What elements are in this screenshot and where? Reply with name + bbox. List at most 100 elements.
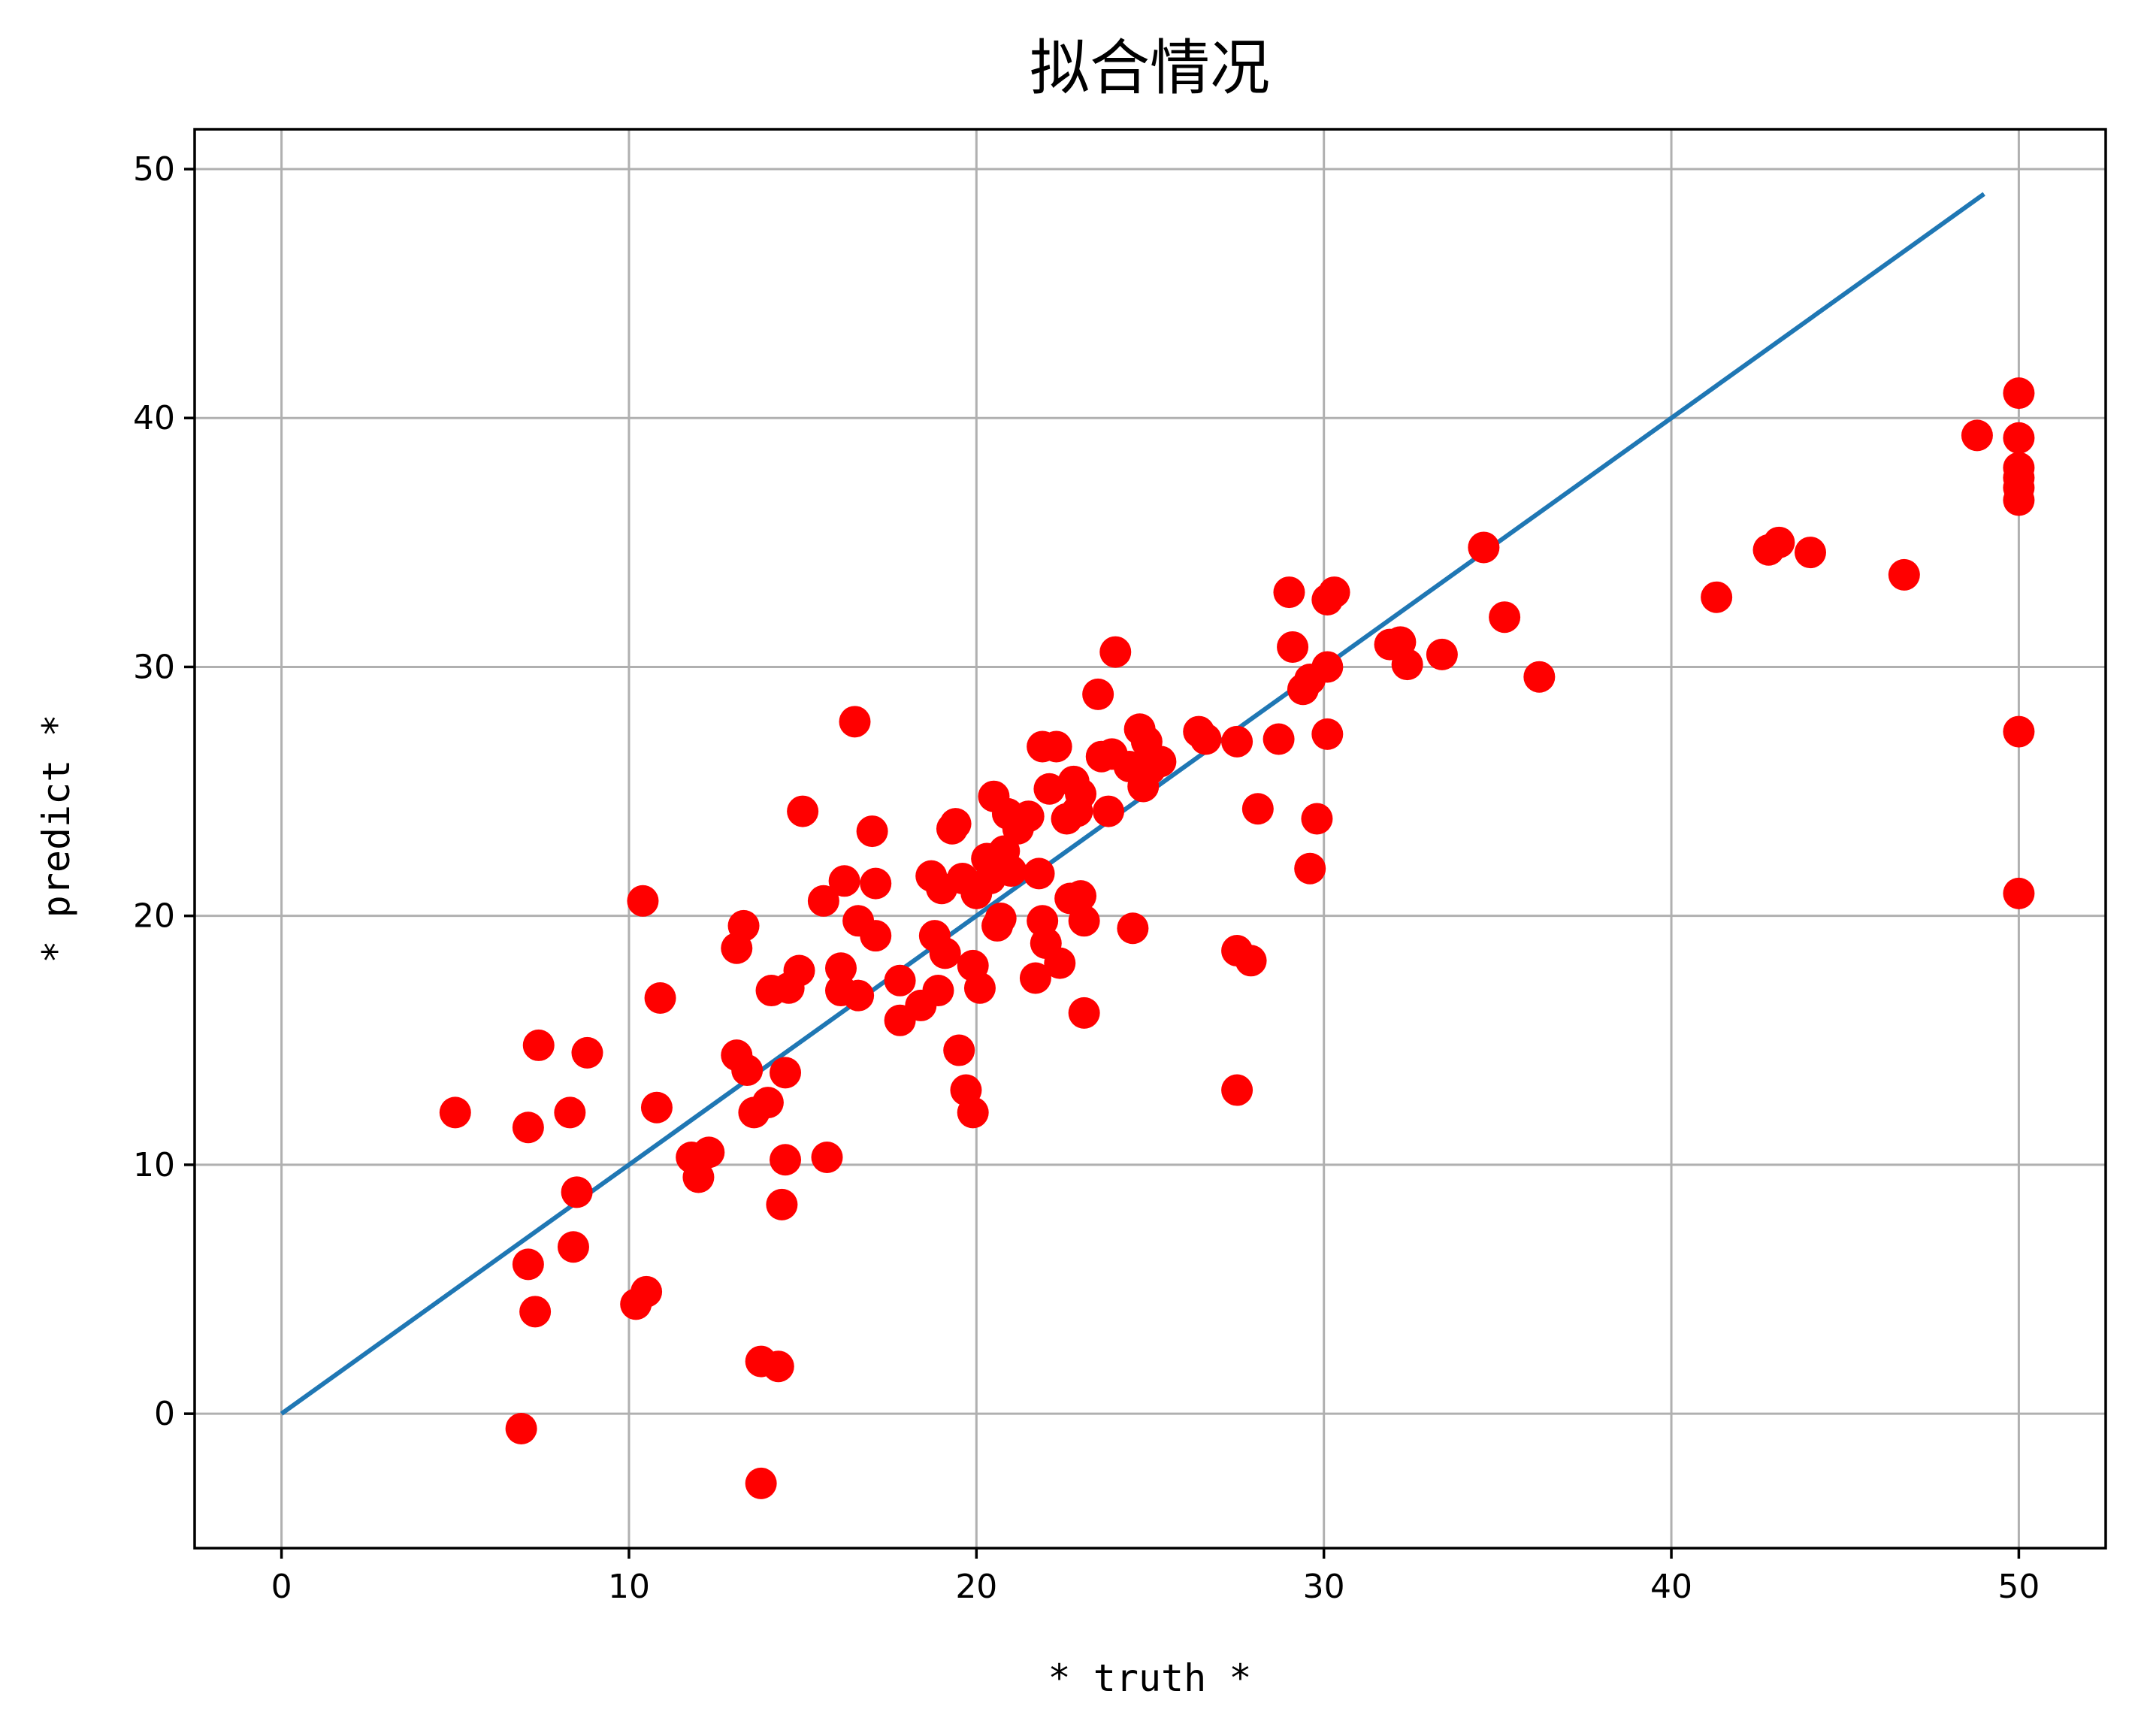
data-point [856,815,888,848]
data-point [512,1248,544,1281]
data-point [1888,558,1920,591]
data-point [1523,661,1556,693]
plot-frame [193,128,2107,1550]
x-tick-label: 40 [1650,1568,1692,1606]
data-point [860,867,892,900]
data-point [2003,715,2035,748]
data-point [1426,638,1458,670]
data-point [627,885,659,917]
data-point [766,1188,798,1220]
y-axis-label: * predict * [35,714,78,963]
data-point [957,1096,989,1129]
data-point [1701,581,1733,613]
data-point [807,885,839,917]
data-point [557,1231,589,1263]
data-point [1033,773,1066,805]
data-point [2003,377,2035,410]
y-tick-label: 30 [133,648,175,686]
data-point [770,1144,802,1176]
data-point [1068,905,1100,937]
data-point [1263,723,1295,755]
data-point [1117,912,1149,945]
data-point [922,975,954,1007]
data-point [1068,997,1100,1029]
data-point [984,902,1017,934]
data-point [571,1036,603,1069]
data-point [2003,484,2035,516]
grid-lines [195,129,2106,1548]
data-point [943,1034,975,1066]
data-point [1065,778,1097,810]
data-point [1794,537,1826,569]
fit-line [280,192,1985,1416]
data-point [1023,857,1055,890]
data-point [1468,531,1500,564]
x-tick-label: 20 [955,1568,997,1606]
data-point [1145,746,1177,778]
data-point [522,1029,555,1061]
axis-ticks: 0 10 20 30 40 50 0 10 20 30 40 50 [133,150,2040,1606]
data-point [1277,631,1309,663]
data-point [1391,649,1423,681]
data-point [1318,576,1350,609]
data-point [860,920,892,952]
data-point [1961,419,1993,452]
data-point [929,937,961,969]
chart-title: 拟合情况 [1030,33,1270,103]
data-point [1012,800,1045,833]
data-point [1489,601,1521,634]
x-tick-label: 30 [1303,1568,1345,1606]
data-point [770,1057,802,1089]
data-point [1273,576,1305,609]
data-point [644,981,676,1014]
data-point [1301,803,1333,835]
data-point [554,1096,586,1129]
y-tick-label: 10 [133,1146,175,1184]
data-point [1099,636,1132,668]
data-point [505,1413,537,1445]
data-point [2003,422,2035,454]
data-point [561,1176,593,1208]
data-point [1044,947,1076,979]
data-point [839,706,871,738]
data-point [1093,795,1125,827]
data-point [963,972,996,1004]
data-point [631,1275,663,1308]
x-tick-label: 50 [1997,1568,2040,1606]
data-point [727,909,760,942]
data-point [1311,718,1344,750]
data-point [519,1296,552,1328]
data-point [693,1136,725,1169]
data-point [1241,793,1274,825]
x-tick-label: 0 [271,1568,292,1606]
y-tick-label: 50 [133,150,175,189]
data-point [828,865,860,897]
y-tick-label: 20 [133,897,175,936]
data-point [731,1054,764,1087]
data-point [787,795,819,827]
x-axis-label: * truth * [1048,1656,1252,1700]
data-point [884,964,916,997]
x-tick-label: 10 [608,1568,650,1606]
data-point [2003,877,2035,909]
data-point [1221,725,1253,758]
data-point [995,855,1027,888]
data-point [1294,852,1326,885]
data-point [1065,880,1097,912]
data-point [640,1091,673,1124]
data-point [1235,945,1267,977]
data-point [751,1087,784,1119]
data-point [1763,526,1795,558]
data-point [439,1096,471,1129]
data-point [682,1161,715,1193]
data-point [811,1141,843,1173]
y-tick-label: 0 [154,1395,175,1433]
fit-line-layer [280,192,1985,1416]
points-layer [439,377,2035,1499]
data-point [1221,1074,1253,1106]
data-point [1019,962,1051,994]
data-point [512,1111,544,1144]
